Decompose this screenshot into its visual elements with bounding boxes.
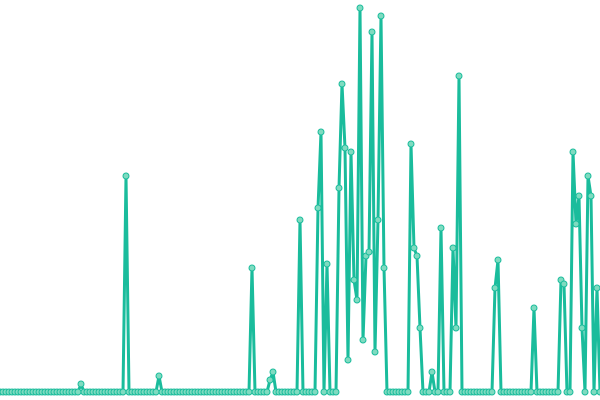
point — [371, 348, 379, 356]
point — [323, 260, 331, 268]
point — [245, 388, 253, 396]
point — [377, 12, 385, 20]
point — [560, 280, 568, 288]
point — [434, 388, 442, 396]
point — [317, 128, 325, 136]
point — [590, 388, 598, 396]
point — [593, 284, 600, 292]
point — [407, 140, 415, 148]
point — [293, 388, 301, 396]
point — [575, 192, 583, 200]
point — [314, 204, 322, 212]
point — [566, 388, 574, 396]
point — [530, 304, 538, 312]
point — [341, 144, 349, 152]
point — [449, 244, 457, 252]
point — [596, 388, 600, 396]
point — [347, 148, 355, 156]
point — [350, 276, 358, 284]
point — [122, 172, 130, 180]
point — [338, 80, 346, 88]
point — [320, 388, 328, 396]
point — [155, 372, 163, 380]
point — [77, 380, 85, 388]
point — [248, 264, 256, 272]
point — [488, 388, 496, 396]
point — [296, 216, 304, 224]
point — [494, 256, 502, 264]
point — [416, 324, 424, 332]
line — [0, 6, 600, 394]
point — [269, 368, 277, 376]
point — [572, 220, 580, 228]
point — [365, 248, 373, 256]
point — [152, 388, 160, 396]
point — [425, 388, 433, 396]
point — [119, 388, 127, 396]
point — [578, 324, 586, 332]
point — [554, 388, 562, 396]
point — [359, 336, 367, 344]
point — [569, 148, 577, 156]
point — [587, 192, 595, 200]
point — [263, 388, 271, 396]
point — [344, 356, 352, 364]
point — [332, 388, 340, 396]
point — [266, 376, 274, 384]
point — [311, 388, 319, 396]
point — [410, 244, 418, 252]
point — [356, 4, 364, 12]
point — [404, 388, 412, 396]
point — [584, 172, 592, 180]
point — [446, 388, 454, 396]
point — [335, 184, 343, 192]
point — [581, 388, 589, 396]
point — [368, 28, 376, 36]
point — [455, 72, 463, 80]
point — [491, 284, 499, 292]
point — [413, 252, 421, 260]
point — [527, 388, 535, 396]
point — [452, 324, 460, 332]
point — [74, 388, 82, 396]
point — [437, 224, 445, 232]
point — [374, 216, 382, 224]
point — [428, 368, 436, 376]
point — [380, 264, 388, 272]
point — [353, 296, 361, 304]
